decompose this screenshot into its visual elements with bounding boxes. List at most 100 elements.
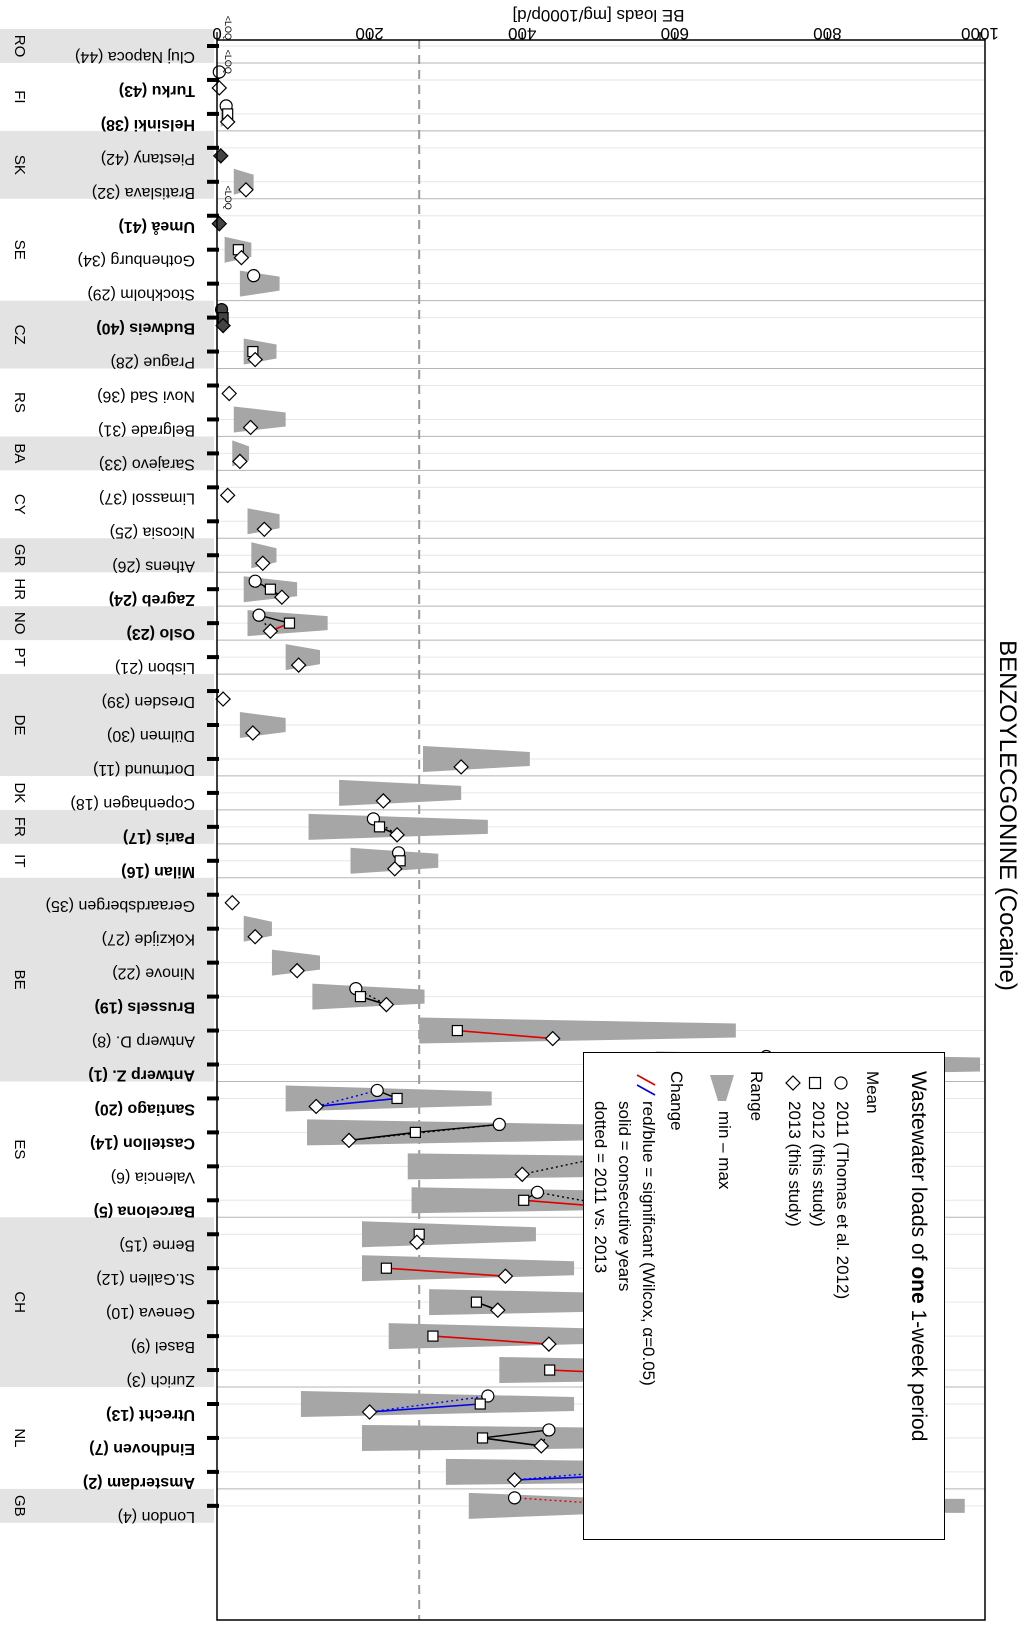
legend-item-2013: 2013 (this study) — [785, 1101, 804, 1227]
city-label: Geraardsbergen (35) — [46, 897, 195, 914]
legend-square-icon — [808, 1076, 822, 1090]
city-tick — [207, 1028, 219, 1033]
city-tick — [207, 723, 219, 727]
city-label: Utrecht (13) — [106, 1406, 195, 1423]
city-tick — [207, 44, 219, 48]
point-2013 — [289, 962, 305, 979]
legend-change-solid: solid = consecutive years — [615, 1101, 634, 1292]
city-label: Gothenburg (34) — [78, 252, 195, 269]
country-band — [0, 1217, 214, 1388]
city-label: Amsterdam (2) — [83, 1474, 195, 1491]
country-label: CZ — [11, 325, 28, 345]
city-label: Eindhoven (7) — [89, 1440, 195, 1457]
point-2013 — [378, 996, 395, 1013]
country-band — [0, 538, 214, 573]
point-2013 — [233, 249, 250, 266]
city-tick — [207, 111, 219, 116]
change-line — [316, 1097, 398, 1108]
city-label: Bratislava (32) — [92, 184, 195, 201]
y-tick-label: 200 — [355, 24, 383, 43]
city-label: Novi Sad (36) — [97, 388, 195, 405]
city-tick — [207, 451, 219, 456]
country-label: RS — [11, 392, 28, 413]
point-2013 — [506, 1472, 523, 1488]
country-band — [0, 29, 214, 63]
change-line — [482, 1437, 542, 1447]
city-tick — [207, 994, 219, 999]
loq-label: <LOQ — [223, 50, 233, 74]
point-2011 — [492, 1117, 506, 1132]
country-label: GB — [11, 1495, 28, 1517]
point-2012 — [409, 1126, 421, 1139]
city-tick — [207, 417, 219, 422]
point-2013 — [389, 827, 405, 843]
point-2012 — [354, 990, 367, 1003]
country-band — [0, 606, 214, 641]
city-label: Piestany (42) — [101, 150, 195, 167]
y-tick-label: 800 — [813, 24, 841, 43]
city-label: Helsinki (38) — [101, 116, 195, 133]
point-2011 — [530, 1185, 545, 1199]
point-2013 — [290, 657, 307, 673]
legend-diamond-icon — [785, 1075, 801, 1091]
city-label: Barcelona (5) — [94, 1202, 195, 1219]
city-label: Prague (28) — [111, 354, 196, 371]
city-tick — [207, 247, 219, 252]
point-2013 — [256, 521, 273, 538]
city-label: Basel (9) — [131, 1338, 195, 1355]
city-label: Santiago (20) — [95, 1100, 195, 1117]
city-label: St.Gallen (12) — [96, 1270, 195, 1287]
range-band — [423, 745, 530, 772]
legend-range-item: min – max — [715, 1111, 734, 1190]
point-2013 — [215, 691, 231, 707]
y-axis-label: BE loads [mg/1000p/d] — [512, 6, 684, 25]
point-2013 — [361, 1404, 378, 1420]
city-label: Geneva (10) — [106, 1304, 195, 1321]
city-tick — [207, 790, 219, 795]
point-2011 — [507, 1491, 522, 1505]
city-label: Antwerp Z. (1) — [88, 1067, 195, 1084]
city-label: Ninove (22) — [112, 965, 195, 982]
point-2012 — [518, 1194, 530, 1206]
point-2013 — [238, 181, 254, 198]
change-line — [369, 1403, 481, 1413]
change-line — [482, 1429, 549, 1439]
change-line-dotted — [514, 1497, 759, 1515]
city-tick — [207, 213, 219, 218]
range-band — [361, 1221, 536, 1248]
point-2012 — [394, 855, 406, 867]
city-label: Oslo (23) — [127, 625, 195, 642]
change-line — [457, 1029, 553, 1040]
point-2013 — [212, 148, 229, 164]
legend-circle-icon — [834, 1076, 848, 1090]
city-label: Sarajevo (33) — [99, 455, 195, 472]
point-2011 — [252, 608, 266, 622]
point-2012 — [544, 1364, 556, 1376]
city-label: Cluj Napoca (44) — [75, 48, 195, 65]
point-2013 — [453, 759, 470, 775]
legend-change-heading: Change — [667, 1071, 686, 1131]
change-line-dotted — [316, 1089, 378, 1108]
point-2012 — [451, 1024, 463, 1037]
city-label: Dresden (39) — [102, 693, 195, 710]
change-line-dotted — [348, 1123, 500, 1142]
city-tick — [207, 77, 219, 82]
country-label: SE — [11, 240, 28, 260]
city-label: Kokzijde (27) — [102, 931, 195, 948]
city-label: Milan (16) — [121, 863, 195, 880]
city-tick — [207, 349, 219, 354]
range-band — [350, 847, 439, 874]
country-label: PT — [11, 648, 28, 667]
city-tick — [207, 519, 219, 524]
city-tick — [207, 1368, 219, 1373]
country-label: BA — [11, 443, 28, 463]
range-band — [339, 779, 462, 806]
range-band — [307, 1119, 645, 1146]
point-2013 — [533, 1438, 550, 1454]
point-2012 — [470, 1296, 483, 1308]
point-2013 — [232, 453, 248, 470]
country-label: IT — [11, 854, 28, 867]
point-2013 — [386, 860, 403, 877]
city-tick — [207, 926, 219, 931]
city-label: Zurich (3) — [127, 1372, 195, 1389]
